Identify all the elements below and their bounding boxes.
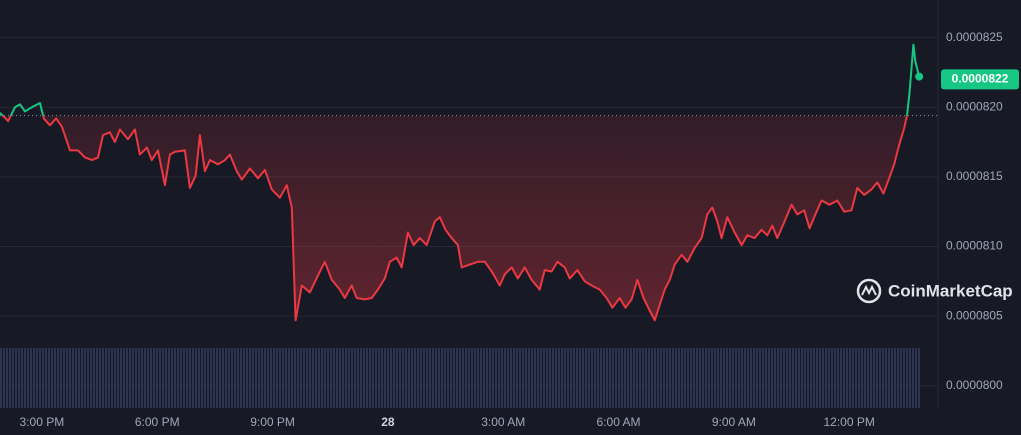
logo xyxy=(856,278,882,304)
watermark: CoinMarketCap xyxy=(856,278,1013,304)
watermark-text: CoinMarketCap xyxy=(888,281,1013,300)
x-tick-label: 3:00 PM xyxy=(20,415,65,429)
x-tick-label: 28 xyxy=(381,415,395,429)
area-below xyxy=(0,115,920,321)
current-price-badge xyxy=(941,69,1019,90)
y-tick-label: 0.0000810 xyxy=(946,239,1003,253)
volume-band xyxy=(0,348,920,408)
plot xyxy=(0,43,938,322)
y-tick-label: 0.0000800 xyxy=(946,378,1003,392)
current-price-label: 0.0000822 xyxy=(952,72,1009,86)
x-tick-label: 9:00 AM xyxy=(712,415,756,429)
x-tick-label: 6:00 AM xyxy=(597,415,641,429)
y-tick-label: 0.0000820 xyxy=(946,99,1003,113)
x-tick-label: 3:00 AM xyxy=(481,415,525,429)
x-tick-label: 9:00 PM xyxy=(250,415,295,429)
x-tick-label: 12:00 PM xyxy=(824,415,875,429)
x-tick-label: 6:00 PM xyxy=(135,415,180,429)
y-tick-label: 0.0000805 xyxy=(946,308,1003,322)
y-tick-label: 0.0000815 xyxy=(946,169,1003,183)
logo-mark xyxy=(861,284,877,296)
price-line-down xyxy=(1,115,908,322)
y-tick-label: 0.0000825 xyxy=(946,30,1003,44)
last-point xyxy=(915,72,924,81)
x-axis-band xyxy=(0,408,938,435)
